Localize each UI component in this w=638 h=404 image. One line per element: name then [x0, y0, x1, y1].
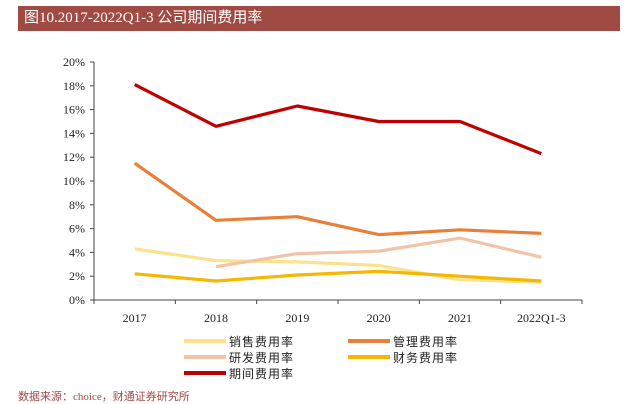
- series-line-1: [133, 161, 542, 237]
- source-note: 数据来源：choice，财通证券研究所: [18, 391, 190, 403]
- series-line-2: [215, 236, 542, 269]
- y-tick-label: 2%: [69, 269, 85, 283]
- y-tick-label: 20%: [63, 55, 85, 69]
- x-tick-label: 2020: [367, 311, 391, 325]
- x-tick-label: 2018: [204, 311, 228, 325]
- x-tick-label: 2021: [448, 311, 472, 325]
- y-tick-label: 18%: [63, 79, 85, 93]
- y-tick-label: 14%: [63, 126, 85, 140]
- series-line-0: [134, 247, 542, 284]
- y-tick-label: 12%: [63, 150, 85, 164]
- y-tick-label: 6%: [69, 222, 85, 236]
- series-line-3: [134, 269, 542, 283]
- y-tick-label: 0%: [69, 293, 85, 307]
- chart-title: 图10.2017-2022Q1-3 公司期间费用率: [18, 6, 620, 30]
- y-tick-label: 10%: [63, 174, 85, 188]
- title-divider: [18, 30, 620, 31]
- series-line-4: [133, 83, 542, 156]
- y-tick-label: 4%: [69, 245, 85, 259]
- x-tick-label: 2019: [285, 311, 309, 325]
- y-tick-label: 16%: [63, 103, 85, 117]
- y-tick-label: 8%: [69, 198, 85, 212]
- x-tick-label: 2017: [123, 311, 147, 325]
- x-tick-label: 2022Q1-3: [517, 311, 566, 325]
